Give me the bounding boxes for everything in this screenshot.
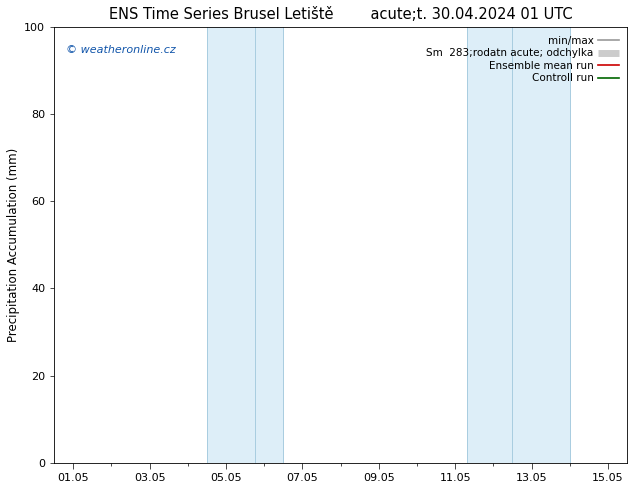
Bar (207, 27, 283, 463)
Y-axis label: Precipitation Accumulation (mm): Precipitation Accumulation (mm) (7, 148, 20, 342)
Bar (467, 27, 570, 463)
Text: © weatheronline.cz: © weatheronline.cz (65, 45, 176, 55)
Legend: min/max, Sm  283;rodatn acute; odchylka, Ensemble mean run, Controll run: min/max, Sm 283;rodatn acute; odchylka, … (422, 31, 623, 88)
Title: ENS Time Series Brusel Letiště        acute;t. 30.04.2024 01 UTC: ENS Time Series Brusel Letiště acute;t. … (109, 7, 573, 22)
